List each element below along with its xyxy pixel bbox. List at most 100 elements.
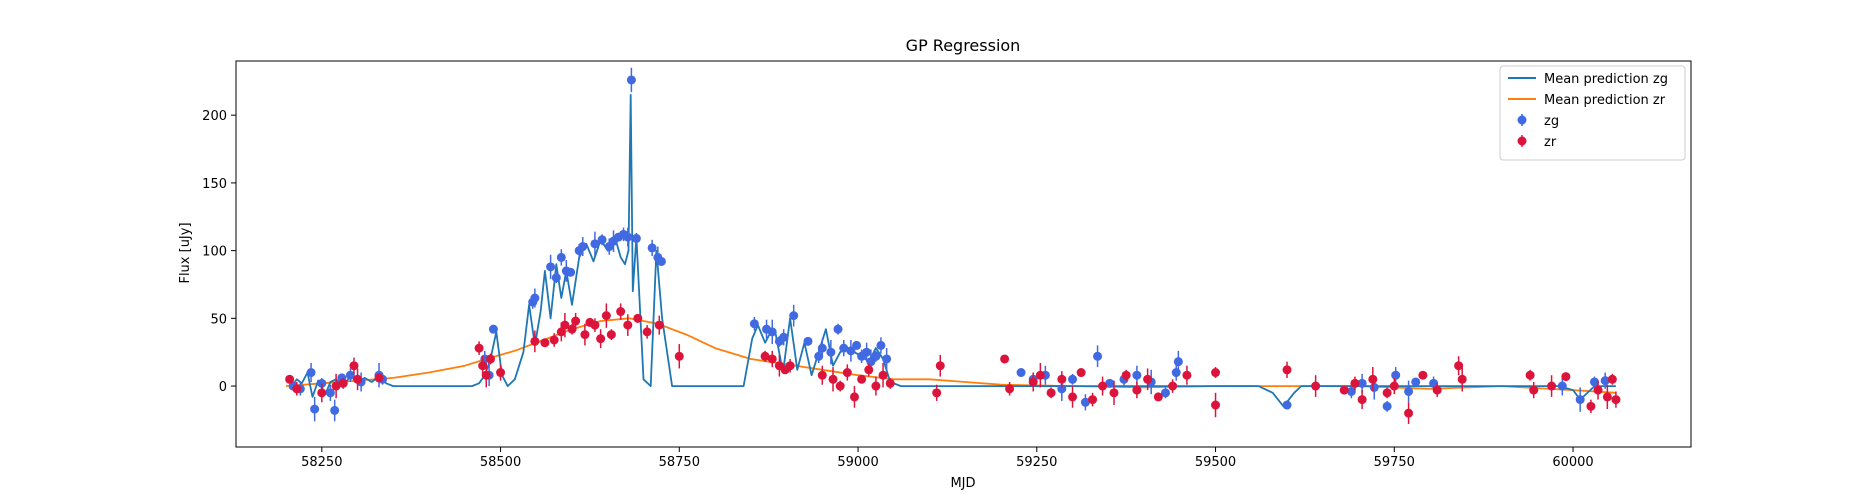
zr-point xyxy=(849,392,859,402)
zr-point xyxy=(1611,395,1621,405)
zg-point xyxy=(1132,370,1142,380)
zg-point xyxy=(631,233,641,243)
zr-point xyxy=(1143,374,1153,384)
zg-point xyxy=(767,327,777,337)
zg-point xyxy=(1589,377,1599,387)
zg-point xyxy=(1346,386,1356,396)
legend-label: zg xyxy=(1544,114,1559,129)
zg-point xyxy=(530,293,540,303)
zr-point xyxy=(1005,384,1015,394)
zg-point xyxy=(826,347,836,357)
zr-point xyxy=(857,374,867,384)
x-tick-label: 59250 xyxy=(1016,455,1057,470)
zr-point xyxy=(1529,385,1539,395)
zr-point xyxy=(1098,381,1108,391)
x-axis-label: MJD xyxy=(950,476,975,491)
zr-point xyxy=(642,327,652,337)
zr-point xyxy=(556,327,566,337)
plot-frame xyxy=(235,60,1692,448)
zg-point xyxy=(1382,401,1392,411)
zr-point xyxy=(674,351,684,361)
zg-point xyxy=(623,232,633,242)
zr-line-layer xyxy=(285,317,1616,394)
zr-point xyxy=(817,370,827,380)
zr-point xyxy=(842,368,852,378)
zr-point xyxy=(828,374,838,384)
x-axis: 58250 58500 58750 59000 59250 59500 59750 60000 xyxy=(301,447,1594,470)
zr-point xyxy=(331,381,341,391)
zr-point xyxy=(474,343,484,353)
zg-point xyxy=(876,340,886,350)
zg-point xyxy=(566,267,576,277)
zg-point xyxy=(306,368,316,378)
zr-point xyxy=(1457,374,1467,384)
zg-point xyxy=(626,75,636,85)
zr-point xyxy=(878,370,888,380)
zr-point xyxy=(1109,388,1119,398)
zg-point xyxy=(1171,368,1181,378)
zr-point xyxy=(1454,361,1464,371)
zg-point xyxy=(1411,377,1421,387)
mean-prediction-zg-line xyxy=(288,94,1616,408)
zg-point xyxy=(871,351,881,361)
zr-point xyxy=(580,330,590,340)
zr-point xyxy=(1586,401,1596,411)
zr-point xyxy=(1389,381,1399,391)
zg-point xyxy=(578,242,588,252)
zr-point xyxy=(1382,388,1392,398)
zr-point xyxy=(1132,385,1142,395)
zg-point xyxy=(325,388,335,398)
zr-point xyxy=(1182,370,1192,380)
zg-point xyxy=(789,311,799,321)
zr-point xyxy=(1561,372,1571,382)
zr-point xyxy=(1028,377,1038,387)
zg-point xyxy=(1557,381,1567,391)
zg-point xyxy=(310,404,320,414)
zr-point xyxy=(1404,408,1414,418)
zg-point xyxy=(590,239,600,249)
zr-point xyxy=(496,368,506,378)
zg-point xyxy=(817,343,827,353)
zg-point xyxy=(846,346,856,356)
zr-point xyxy=(540,338,550,348)
y-tick-label: 150 xyxy=(202,177,227,192)
zr-point xyxy=(1357,395,1367,405)
zg-point xyxy=(814,351,824,361)
zr-point xyxy=(606,330,616,340)
zr-point xyxy=(1311,381,1321,391)
zg-point xyxy=(1093,351,1103,361)
zg-point xyxy=(1105,378,1115,388)
zr-point xyxy=(1121,370,1131,380)
zg-point xyxy=(1404,386,1414,396)
zg-point xyxy=(839,343,849,353)
legend-label: Mean prediction zg xyxy=(1544,72,1668,87)
zr-point xyxy=(1211,368,1221,378)
zr-point xyxy=(1547,381,1557,391)
zr-point xyxy=(935,361,945,371)
zg-points-layer xyxy=(288,67,1610,422)
mean-prediction-zr-line xyxy=(285,317,1616,394)
zg-point xyxy=(1391,370,1401,380)
x-tick-label: 59750 xyxy=(1374,455,1415,470)
zr-point xyxy=(374,373,384,383)
zg-point xyxy=(656,256,666,266)
zg-point xyxy=(345,370,355,380)
zr-point xyxy=(1432,385,1442,395)
zr-point xyxy=(1350,378,1360,388)
y-axis: 0 50 100 150 200 xyxy=(202,109,236,395)
zr-point xyxy=(785,361,795,371)
x-tick-label: 59000 xyxy=(837,455,878,470)
zr-point xyxy=(1339,385,1349,395)
zr-point xyxy=(885,378,895,388)
zr-point xyxy=(481,370,491,380)
zr-point xyxy=(530,336,540,346)
zr-point xyxy=(1368,374,1378,384)
zg-point xyxy=(330,405,340,415)
zr-point xyxy=(590,320,600,330)
zr-point xyxy=(549,335,559,345)
zg-point xyxy=(862,347,872,357)
zr-point xyxy=(1153,392,1163,402)
zr-point xyxy=(932,388,942,398)
zg-line-layer xyxy=(288,94,1616,408)
